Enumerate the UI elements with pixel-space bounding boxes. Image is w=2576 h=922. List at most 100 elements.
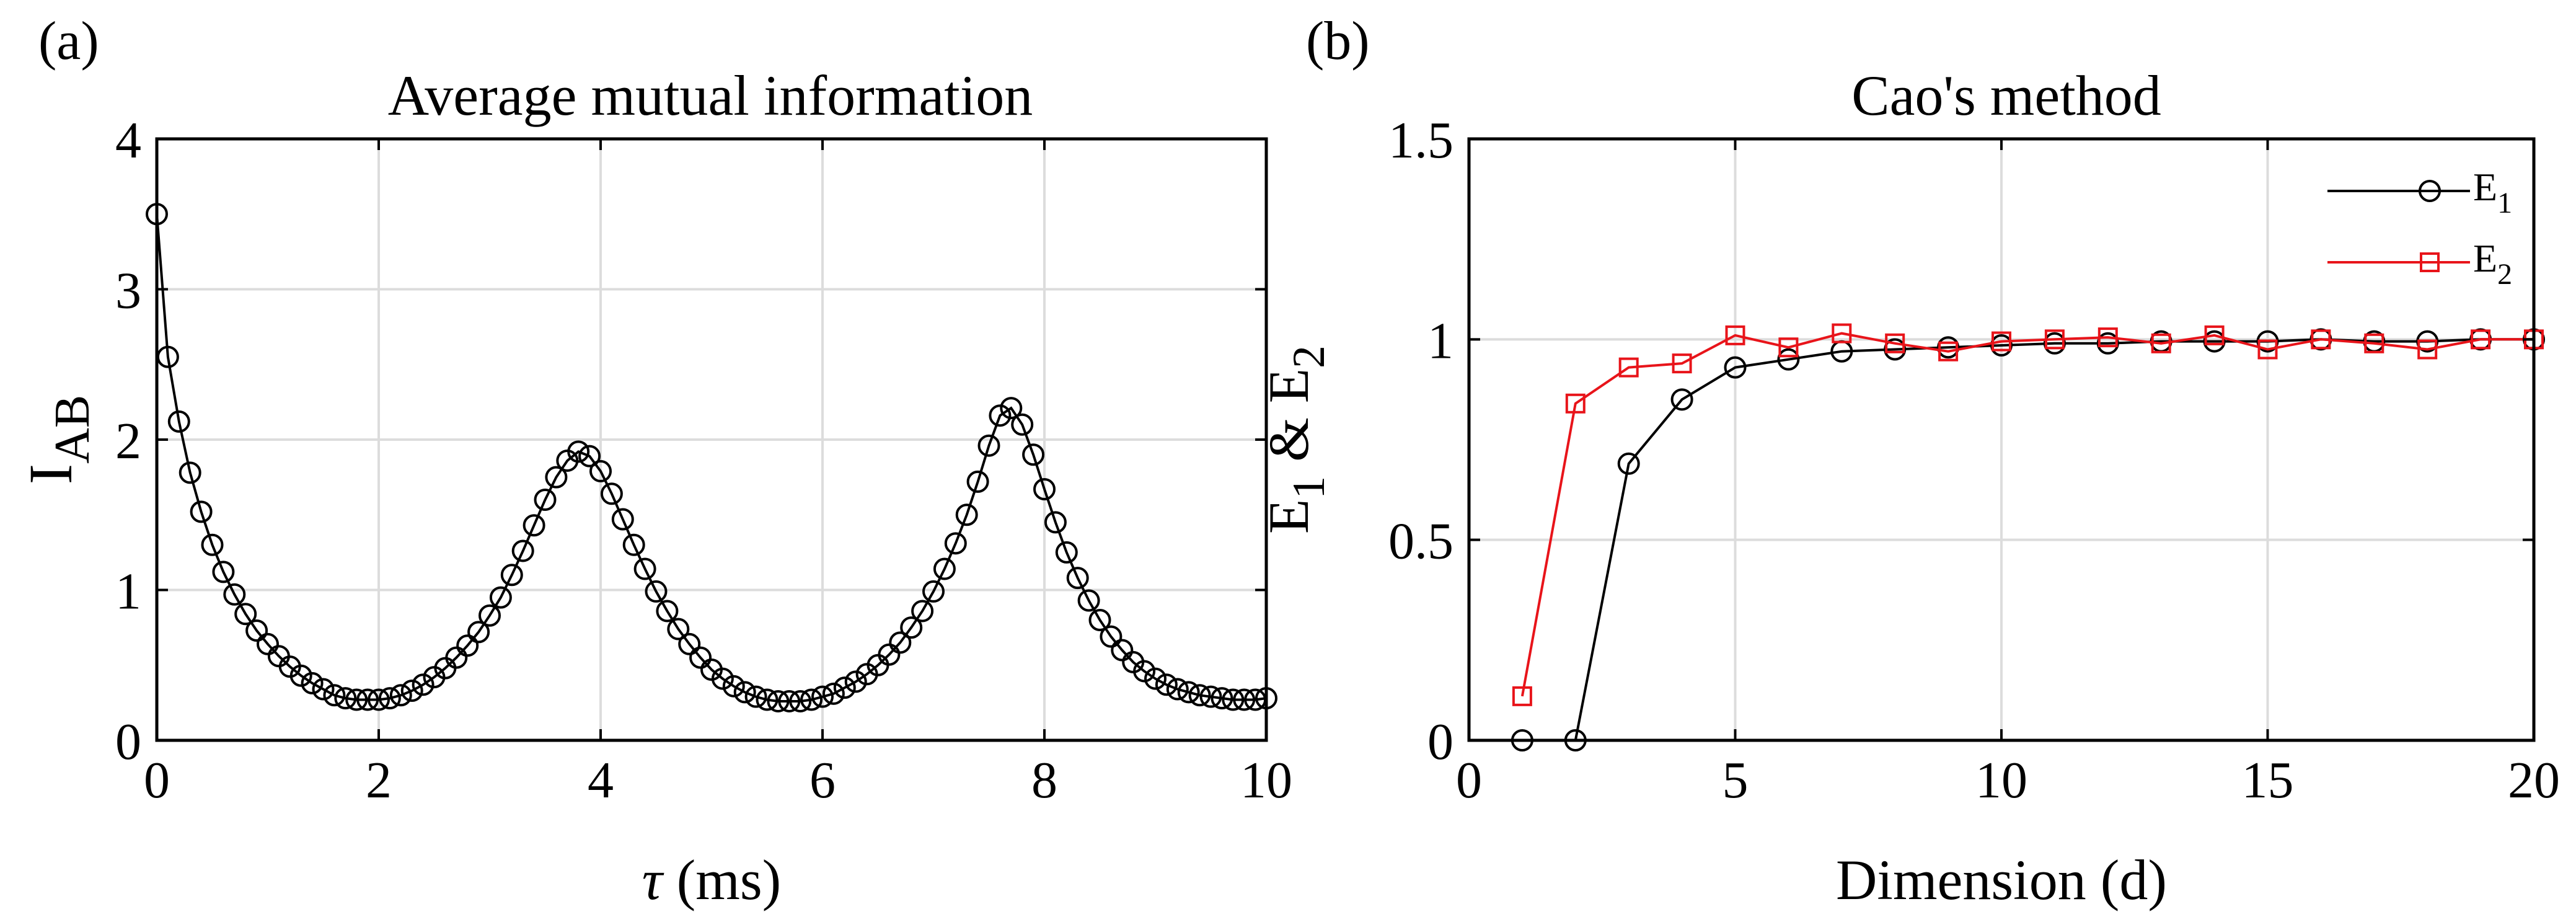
panel-a-series-0-point (966, 470, 989, 493)
panel-a-series-0-point (922, 580, 945, 603)
panel-b-series-0-point (1617, 452, 1640, 475)
panel-a-y-tick-label: 4 (115, 112, 141, 169)
panel-b-series-1-point (2364, 333, 2384, 353)
panel-a-series-0-point (800, 688, 823, 711)
panel-b-series-1-point (1512, 686, 1532, 706)
panel-a-series-0-point (234, 603, 257, 626)
panel-a-series-0-point (489, 586, 512, 609)
legend-marker-1 (2420, 252, 2440, 272)
panel-a-title: Average mutual information (388, 64, 1033, 127)
legend-label-0: E1 (2473, 165, 2512, 219)
panel-a-series-0-point (633, 557, 656, 580)
panel-a-series-0-point (289, 664, 312, 687)
panel-a-series-0-point (323, 684, 346, 707)
panel-a-series-0-point (656, 600, 679, 623)
panel-b-series-0-point (1724, 356, 1747, 379)
panel-a-ticks: 0 2 4 6 8 10 0 1 2 3 4 (115, 112, 1292, 809)
legend-marker-0 (2419, 180, 2441, 202)
panel-a-series-0-point (722, 675, 745, 698)
panel-a-series (146, 203, 1277, 712)
panel-b-ylabel-e1: E (1257, 499, 1320, 534)
panel-a-series-0-point (600, 482, 623, 505)
panel-a-series-0-point (389, 684, 412, 707)
panel-b-x-tick-label: 20 (2508, 751, 2560, 809)
panel-a-series-0-point (1055, 541, 1078, 564)
panel-a-series-0-point (678, 632, 701, 655)
panel-a-series-0-point (500, 564, 523, 587)
panel-a-series-0-point (190, 500, 213, 523)
panel-b-title: Cao's method (1851, 64, 2161, 127)
panel-a-x-tick-label: 0 (144, 751, 170, 809)
panel-a-series-0-point (589, 459, 612, 482)
panel-b-series-1-point (1832, 323, 1852, 344)
panel-a-series-0-point (756, 688, 779, 711)
panel-b-series (1511, 323, 2545, 751)
panel-a-y-tick-label: 1 (115, 563, 141, 621)
panel-b-series-1-point (2097, 327, 2118, 348)
panel-b-series-1-point (2417, 339, 2438, 360)
panel-a-x-tick-label: 4 (588, 751, 614, 809)
panel-a-series-0-point (1011, 413, 1034, 436)
panel-a-series-0-point (822, 682, 845, 705)
panel-b-series-1-point (2471, 329, 2491, 350)
panel-b-x-tick-label: 5 (1722, 751, 1749, 809)
panel-a-series-0-point (412, 673, 434, 696)
panel-b-series-0-point (1777, 348, 1800, 371)
panel-a-series-0-point (1133, 660, 1156, 683)
panel-a-series-0-point (1077, 589, 1100, 612)
panel-b-label: (b) (1306, 11, 1370, 71)
panel-b-ticks: 0 5 10 15 20 0 0.5 1 1.5 (1388, 112, 2560, 809)
legend-label-1: E2 (2473, 236, 2512, 291)
panel-b-xlabel: Dimension (d) (1836, 848, 2167, 911)
panel-a-series-0-point (511, 539, 534, 562)
panel-a-series-0-point (955, 503, 978, 526)
panel-a-y-tick-label: 3 (115, 262, 141, 320)
panel-a-series-0-point (257, 632, 279, 655)
panel-a-series-0-point (479, 604, 501, 627)
panel-a-series-0-point (1199, 685, 1222, 708)
panel-a-series-0-point (545, 466, 568, 489)
panel-a-series-0-point (567, 440, 590, 463)
panel-a-series-0-point (1155, 673, 1178, 696)
panel-a-series-0-point (1188, 684, 1211, 707)
panel-a-series-0-point (1100, 625, 1123, 648)
panel-a-series-0-point (368, 688, 390, 711)
panel-a-series-0-point (977, 434, 1000, 457)
panel-a-series-0-point (667, 618, 690, 641)
panel-a-series-0-point (689, 646, 712, 669)
panel-a-series-0-point (778, 689, 801, 712)
panel-a-series-0-point (456, 634, 479, 657)
panel-a-ylabel-sub: AB (45, 395, 100, 464)
panel-a-xlabel: τ (ms) (642, 848, 782, 911)
panel-b-series-1-point (1885, 333, 1905, 353)
panel-a-label: (a) (38, 11, 99, 71)
panel-b-series-1-point (2204, 325, 2225, 345)
panel-a-series-0-point (1088, 609, 1111, 631)
panel-a-series-0-point (911, 600, 934, 623)
panel-b-y-tick-label: 0.5 (1388, 513, 1453, 570)
panel-b-series-1-point (2311, 329, 2331, 350)
panel-b-series-1-point (1992, 331, 2011, 352)
panel-a-series-0-point (1000, 397, 1023, 420)
panel-a-series-0-line (156, 214, 1267, 703)
panel-b-x-tick-label: 0 (1456, 751, 1482, 809)
panel-a-series-0-point (1111, 639, 1134, 662)
panel-a-series-0-point (578, 445, 601, 468)
panel-a-series-0-point (622, 533, 645, 556)
panel-a-series-0-point (201, 533, 224, 556)
panel-b-x-tick-label: 15 (2242, 751, 2294, 809)
panel-a-grid (157, 139, 1266, 740)
panel-b-series-1-point (2257, 339, 2278, 360)
panel-a-y-tick-label: 0 (115, 713, 141, 771)
panel-a-series-0-point (400, 679, 423, 702)
panel-b-ylabel-e2-sub: 2 (1284, 345, 1334, 368)
panel-a-series-0-point (167, 410, 190, 433)
panel-a-xlabel-symbol: τ (642, 848, 664, 911)
panel-a-series-0-point (878, 643, 901, 666)
panel-a: (a) Average mutual information 0 2 4 6 8 10 0 1… (16, 11, 1292, 911)
panel-a-series-0-point (356, 688, 379, 711)
panel-b-series-0-point (1670, 388, 1693, 411)
panel-b-x-tick-label: 10 (1975, 751, 2027, 809)
